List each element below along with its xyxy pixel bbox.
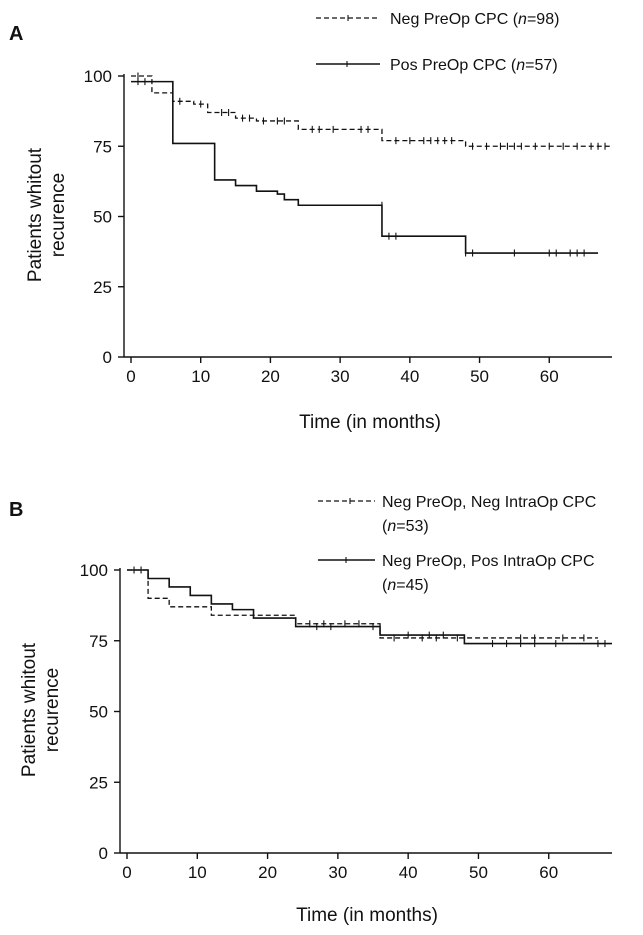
y-tick-label-a: 100: [84, 67, 112, 86]
panel-a-legend: Neg PreOp CPC (n=98) Pos PreOp CPC (n=57): [316, 11, 559, 74]
chart-panel-b: B 0 25 50 75 100 0 10 20 30 40 50 60 Neg PreOp, Neg…: [9, 494, 612, 926]
y-tick-label-b: 100: [80, 561, 108, 580]
y-tick-label-a: 50: [93, 208, 112, 227]
x-axis-label-a: Time (in months): [299, 412, 441, 433]
x-tick-label-a: 40: [400, 367, 419, 386]
y-axis-label-a-line2: recurence: [48, 173, 69, 258]
km-curve-a-series-2: [131, 80, 599, 254]
y-axis-label-b-line2: recurence: [42, 668, 63, 753]
y-tick-label-a: 0: [103, 348, 112, 367]
y-tick-label-a: 75: [93, 137, 112, 156]
panel-label-a: A: [9, 23, 23, 45]
panel-label-b: B: [9, 499, 23, 521]
x-tick-label-b: 10: [188, 863, 207, 882]
km-curve-b-series-1: [127, 569, 598, 639]
legend-count-b-2: (n=45): [382, 577, 429, 594]
x-axis-label-b: Time (in months): [296, 905, 438, 926]
panel-b-legend: Neg PreOp, Neg IntraOp CPC (n=53) Neg PreO…: [318, 494, 596, 594]
y-tick-label-b: 25: [89, 773, 108, 792]
panel-b-axes: 0 25 50 75 100 0 10 20 30 40 50 60: [80, 561, 612, 882]
y-axis-label-b-line1: Patients whitout: [19, 642, 40, 777]
km-curve-a-series-1: [131, 75, 612, 147]
x-tick-label-b: 30: [328, 863, 347, 882]
x-tick-label-a: 20: [261, 367, 280, 386]
y-tick-label-b: 0: [99, 844, 108, 863]
x-tick-label-a: 10: [191, 367, 210, 386]
km-curve-b-series-2: [127, 569, 612, 645]
x-tick-label-b: 40: [399, 863, 418, 882]
x-tick-label-b: 50: [469, 863, 488, 882]
legend-label-b-2: Neg PreOp, Pos IntraOp CPC: [382, 553, 595, 570]
panel-b-curves: [127, 566, 612, 648]
x-tick-label-a: 50: [470, 367, 489, 386]
y-tick-label-a: 25: [93, 278, 112, 297]
x-tick-label-b: 20: [258, 863, 277, 882]
x-tick-label-b: 60: [539, 863, 558, 882]
legend-label-a-2: Pos PreOp CPC (n=57): [390, 57, 558, 74]
legend-label-a-1: Neg PreOp CPC (n=98): [390, 11, 559, 28]
y-tick-label-b: 75: [89, 632, 108, 651]
panel-a-curves: [131, 72, 612, 257]
x-tick-label-a: 0: [126, 367, 135, 386]
y-tick-label-b: 50: [89, 703, 108, 722]
legend-label-b-1: Neg PreOp, Neg IntraOp CPC: [382, 494, 596, 511]
x-tick-label-a: 60: [540, 367, 559, 386]
x-tick-label-b: 0: [122, 863, 131, 882]
legend-count-b-1: (n=53): [382, 518, 429, 535]
x-tick-label-a: 30: [331, 367, 350, 386]
chart-panel-a: A 0 25 50 75 100 0 10 20 30 40 50 60 Neg PreOp CPC …: [9, 11, 612, 433]
panel-a-axes: 0 25 50 75 100 0 10 20 30 40 50 60: [84, 67, 612, 386]
y-axis-label-a-line1: Patients whitout: [25, 147, 46, 282]
